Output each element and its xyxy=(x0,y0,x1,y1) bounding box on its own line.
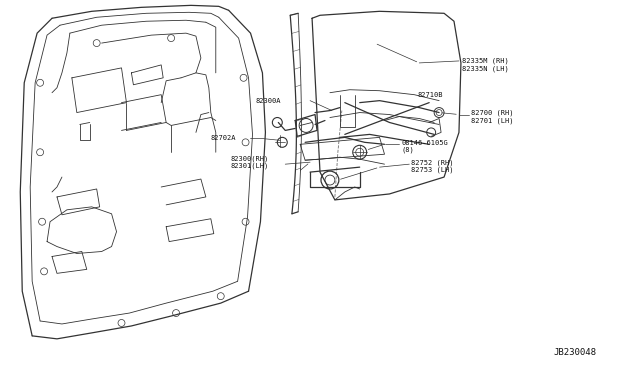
Text: 82700 (RH)
82701 (LH): 82700 (RH) 82701 (LH) xyxy=(471,109,513,124)
Text: 82710B: 82710B xyxy=(417,92,443,98)
Text: 82335M (RH)
82335N (LH): 82335M (RH) 82335N (LH) xyxy=(462,58,509,72)
Text: 82300(RH)
82301(LH): 82300(RH) 82301(LH) xyxy=(230,155,269,169)
Text: 82752 (RH)
82753 (LH): 82752 (RH) 82753 (LH) xyxy=(412,159,454,173)
Text: 82300A: 82300A xyxy=(255,97,281,104)
Text: JB230048: JB230048 xyxy=(553,348,596,357)
Text: 82702A: 82702A xyxy=(211,135,236,141)
Text: 08146-6105G
(8): 08146-6105G (8) xyxy=(401,140,448,153)
